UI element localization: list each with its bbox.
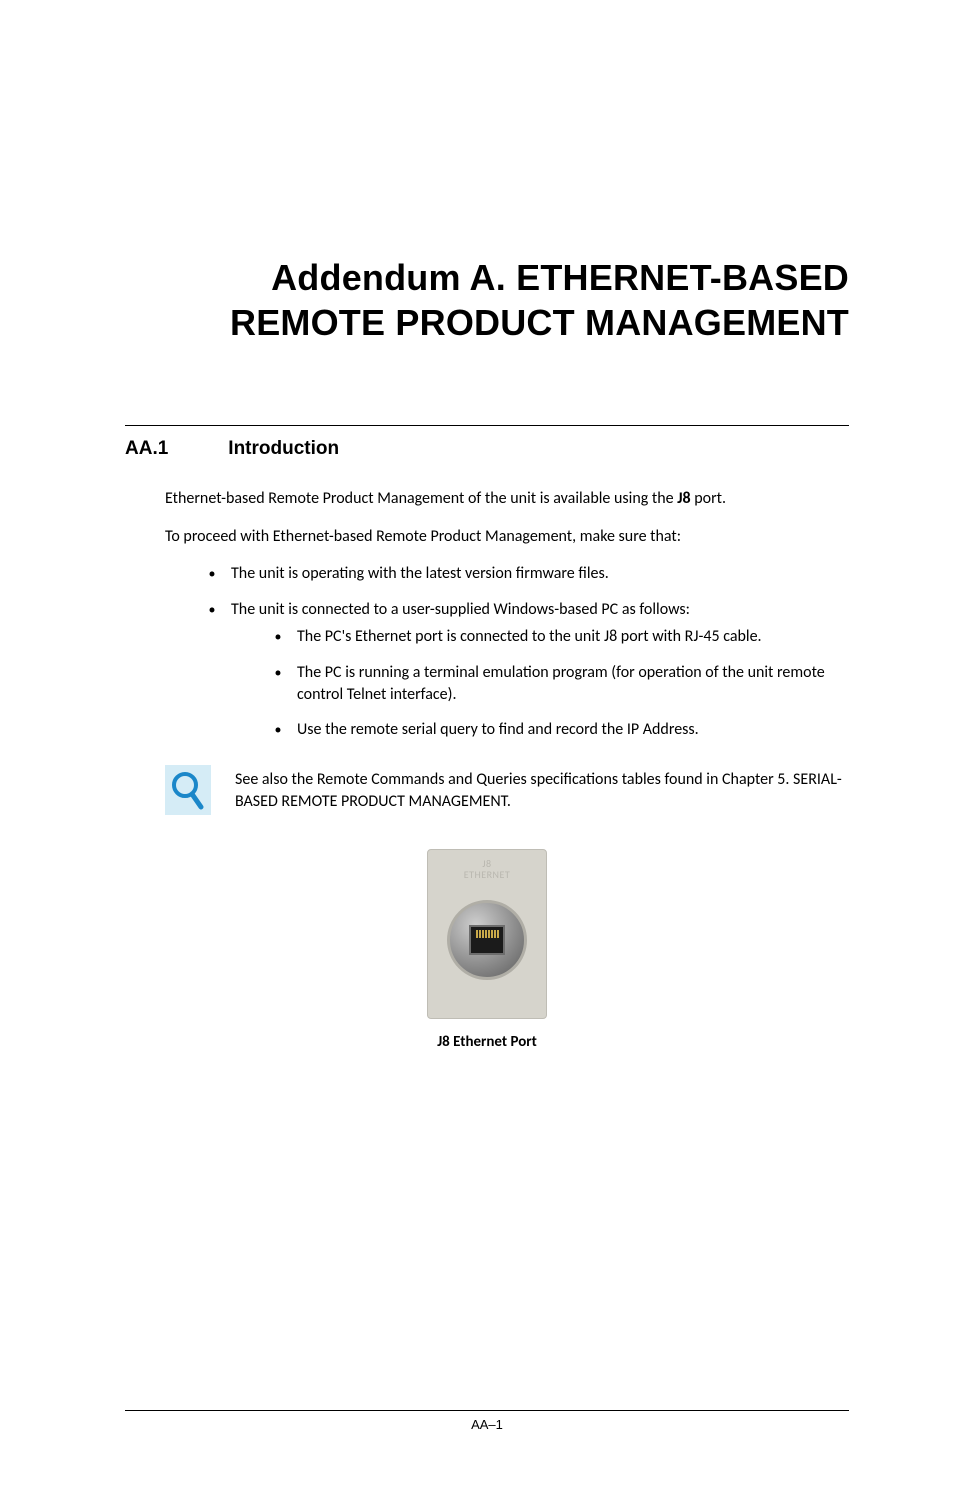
note-text: See also the Remote Commands and Queries… xyxy=(235,765,849,814)
section-number: AA.1 xyxy=(125,438,168,460)
document-title: Addendum A. ETHERNET-BASED REMOTE PRODUC… xyxy=(125,255,849,345)
list-item: The PC's Ethernet port is connected to t… xyxy=(291,626,849,648)
body-content: Ethernet-based Remote Product Management… xyxy=(165,488,849,741)
emboss-label-2: ETHERNET xyxy=(428,869,546,880)
rj45-pins-icon xyxy=(476,930,499,938)
list-item: The unit is connected to a user-supplied… xyxy=(225,599,849,741)
p1-bold: J8 xyxy=(677,489,690,508)
rj45-jack-icon xyxy=(469,925,505,955)
section-heading: AA.1 Introduction xyxy=(125,438,849,460)
bullet-list-level2: The PC's Ethernet port is connected to t… xyxy=(231,626,849,740)
magnifier-icon xyxy=(165,765,211,815)
note-block: See also the Remote Commands and Queries… xyxy=(165,765,849,815)
list-item: The unit is operating with the latest ve… xyxy=(225,563,849,585)
ethernet-port-image: J8 ETHERNET xyxy=(427,849,547,1019)
p1-post: port. xyxy=(691,489,726,508)
section-title: Introduction xyxy=(228,438,339,460)
document-page: Addendum A. ETHERNET-BASED REMOTE PRODUC… xyxy=(0,255,954,1490)
page-number: AA–1 xyxy=(125,1410,849,1432)
bullet-list-level1: The unit is operating with the latest ve… xyxy=(165,563,849,741)
section-rule xyxy=(125,425,849,426)
port-connector-icon xyxy=(447,900,527,980)
list-item: Use the remote serial query to find and … xyxy=(291,719,849,741)
figure-block: J8 ETHERNET J8 Ethernet Port xyxy=(125,849,849,1051)
list-item: The PC is running a terminal emulation p… xyxy=(291,662,849,705)
paragraph-2: To proceed with Ethernet-based Remote Pr… xyxy=(165,526,849,548)
page-footer: AA–1 xyxy=(125,1410,849,1432)
list-item-text: The unit is connected to a user-supplied… xyxy=(231,600,690,619)
paragraph-1: Ethernet-based Remote Product Management… xyxy=(165,488,849,510)
p1-pre: Ethernet-based Remote Product Management… xyxy=(165,489,677,508)
figure-caption: J8 Ethernet Port xyxy=(125,1033,849,1051)
